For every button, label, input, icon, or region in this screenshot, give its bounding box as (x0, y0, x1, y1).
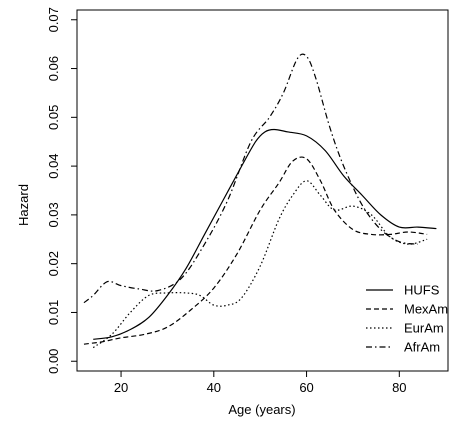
y-tick-label: 0.02 (46, 251, 61, 276)
legend: HUFS MexAm EurAm AfrAm (366, 283, 448, 355)
series-line-euram (92, 180, 428, 349)
legend-label: EurAm (404, 321, 444, 336)
y-tick-label: 0.07 (46, 7, 61, 32)
series-lines (83, 53, 437, 349)
y-tick-label: 0.03 (46, 202, 61, 227)
legend-label: MexAm (404, 302, 448, 317)
y-tick-label: 0.01 (46, 300, 61, 325)
y-axis-title: Hazard (16, 184, 31, 226)
x-tick-label: 60 (299, 380, 313, 395)
y-tick-label: 0.00 (46, 349, 61, 374)
y-tick-label: 0.05 (46, 105, 61, 130)
y-tick-label: 0.06 (46, 56, 61, 81)
x-tick-label: 20 (114, 380, 128, 395)
legend-label: AfrAm (404, 340, 440, 355)
x-axis-title: Age (years) (228, 402, 295, 417)
axes: 20 40 60 80 0.00 0.01 0.02 0.03 0.04 0.05 0.06 0.07 (46, 7, 449, 395)
x-tick-label: 80 (392, 380, 406, 395)
series-line-mexam (83, 156, 428, 345)
series-line-hufs (93, 128, 437, 340)
plot-frame (76, 9, 449, 372)
x-tick-label: 40 (207, 380, 221, 395)
y-tick-label: 0.04 (46, 153, 61, 178)
legend-label: HUFS (404, 283, 440, 298)
series-line-afram (83, 53, 418, 304)
